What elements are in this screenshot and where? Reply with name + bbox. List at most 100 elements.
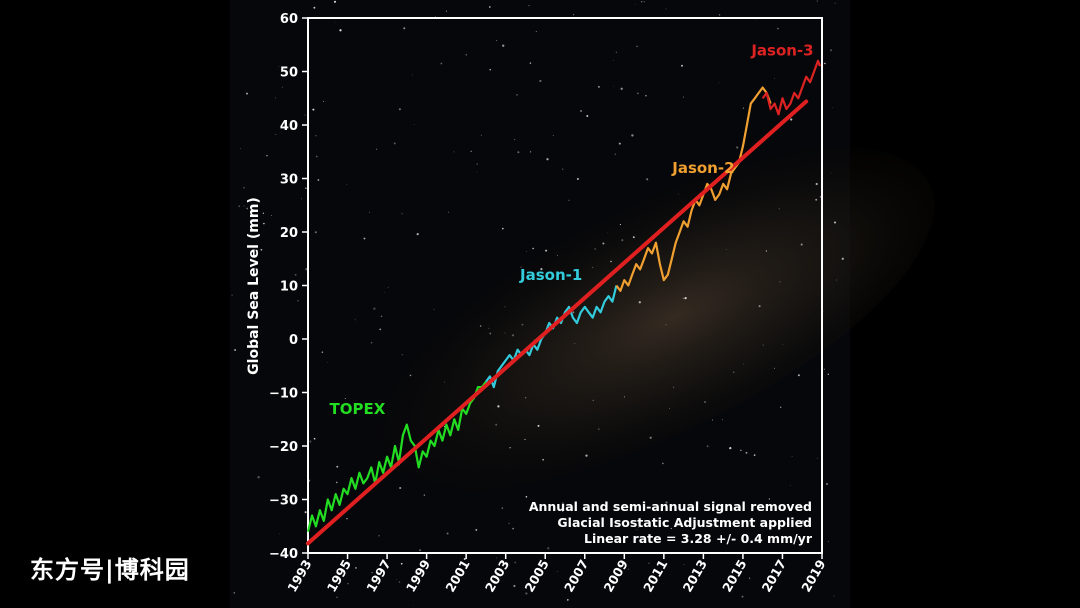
star xyxy=(640,1,643,3)
milky-way-glow xyxy=(345,146,935,494)
star xyxy=(266,154,268,157)
star xyxy=(532,247,534,250)
star xyxy=(476,163,479,165)
star xyxy=(317,179,320,181)
star xyxy=(638,301,641,304)
y-tick-label: 10 xyxy=(280,280,298,295)
star xyxy=(383,456,385,458)
y-tick-label: 50 xyxy=(280,66,298,81)
star xyxy=(833,595,835,597)
star xyxy=(815,182,818,186)
star xyxy=(732,371,735,373)
trend-line xyxy=(306,99,809,546)
star xyxy=(521,323,524,326)
star xyxy=(496,557,498,559)
star xyxy=(662,462,664,465)
star xyxy=(309,440,312,443)
star xyxy=(545,249,548,252)
star xyxy=(535,30,537,33)
star xyxy=(504,332,506,334)
star xyxy=(279,533,280,535)
star xyxy=(704,401,706,403)
star xyxy=(834,2,836,4)
star xyxy=(379,574,381,576)
star xyxy=(287,449,290,452)
star xyxy=(618,142,621,145)
star xyxy=(448,211,449,213)
star xyxy=(682,297,684,299)
star xyxy=(398,581,401,583)
star xyxy=(834,221,836,224)
star xyxy=(502,44,505,47)
star xyxy=(800,243,803,246)
star xyxy=(497,405,500,408)
star xyxy=(673,386,675,388)
star xyxy=(465,54,467,56)
y-axis-label: Global Sea Level (mm) xyxy=(246,197,262,375)
star xyxy=(841,257,844,260)
star xyxy=(745,451,748,454)
star xyxy=(370,341,373,344)
star xyxy=(643,1,645,3)
star xyxy=(526,250,527,252)
star xyxy=(399,486,402,490)
star xyxy=(552,135,554,136)
star xyxy=(628,568,629,570)
star xyxy=(445,10,447,12)
star xyxy=(495,423,498,426)
star xyxy=(373,307,376,310)
star xyxy=(791,456,793,457)
star xyxy=(607,232,609,234)
star xyxy=(524,438,526,440)
star xyxy=(597,85,600,88)
star xyxy=(387,286,389,288)
star xyxy=(488,327,490,329)
star xyxy=(275,97,276,99)
star xyxy=(682,96,684,98)
star xyxy=(827,373,830,376)
star xyxy=(313,437,316,440)
star xyxy=(401,213,403,215)
star xyxy=(765,250,768,252)
star xyxy=(336,596,338,598)
star xyxy=(831,107,833,109)
star xyxy=(768,498,771,500)
y-tick-label: 60 xyxy=(280,12,298,27)
y-tick-label: −20 xyxy=(269,440,298,455)
star xyxy=(263,222,265,225)
series-labels: TOPEX Jason-1 Jason-2 Jason-3 xyxy=(330,41,814,417)
star xyxy=(782,344,784,345)
star xyxy=(262,212,265,214)
y-tick-label: 20 xyxy=(280,226,298,241)
star xyxy=(718,14,721,16)
star xyxy=(304,114,306,116)
star xyxy=(514,138,516,140)
star xyxy=(294,273,297,276)
star xyxy=(540,268,543,271)
star xyxy=(413,604,414,606)
star xyxy=(825,482,829,486)
star xyxy=(346,183,348,185)
star xyxy=(547,547,550,550)
star xyxy=(670,527,672,530)
y-tick-label: −10 xyxy=(269,387,298,402)
star xyxy=(762,344,764,346)
star xyxy=(827,540,829,542)
star xyxy=(829,49,833,52)
star xyxy=(444,381,445,383)
star xyxy=(638,526,640,528)
star xyxy=(620,87,623,90)
star xyxy=(576,177,579,181)
star xyxy=(789,484,791,486)
star xyxy=(815,198,818,201)
star xyxy=(476,171,478,173)
star xyxy=(648,562,650,564)
star xyxy=(645,94,647,97)
star xyxy=(836,279,837,281)
star xyxy=(239,148,241,150)
star xyxy=(706,445,709,448)
star xyxy=(384,292,386,294)
star xyxy=(615,51,618,53)
star xyxy=(539,79,542,83)
star xyxy=(335,481,338,484)
